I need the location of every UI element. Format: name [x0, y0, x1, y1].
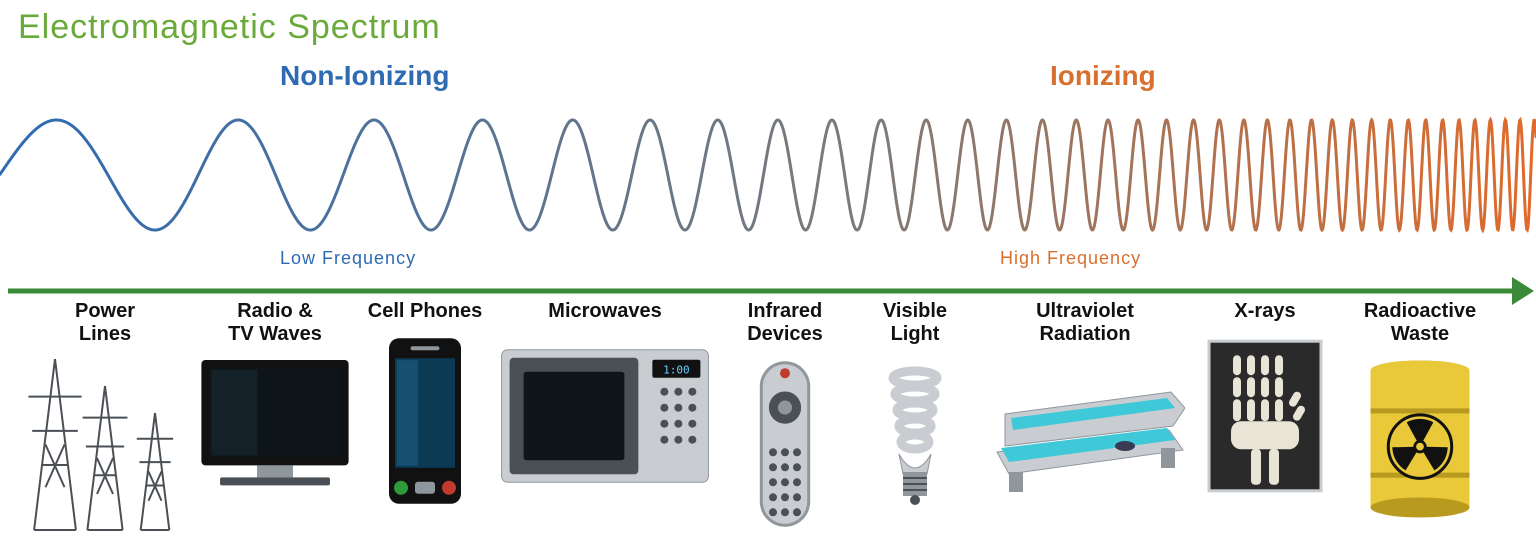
item-power-lines: Power Lines: [20, 300, 190, 534]
item-label-visible: Visible Light: [883, 300, 947, 346]
tv-icon: [195, 354, 355, 524]
item-microwaves: Microwaves 1:00: [490, 300, 720, 501]
item-xrays: X-rays: [1190, 300, 1340, 501]
item-cell-phones: Cell Phones: [360, 300, 490, 511]
item-label-microwaves: Microwaves: [548, 300, 661, 323]
non-ionizing-label: Non-Ionizing: [280, 60, 450, 92]
tanning-bed-icon: [985, 354, 1185, 514]
item-uv: Ultraviolet Radiation: [980, 300, 1190, 514]
item-label-infrared: Infrared Devices: [747, 300, 823, 346]
item-label-radioactive: Radioactive Waste: [1364, 300, 1476, 346]
item-visible: Visible Light: [850, 300, 980, 534]
item-label-power-lines: Power Lines: [75, 300, 135, 346]
item-label-cell-phones: Cell Phones: [368, 300, 482, 323]
page-title: Electromagnetic Spectrum: [18, 8, 441, 47]
item-radioactive: Radioactive Waste: [1340, 300, 1500, 524]
low-frequency-label: Low Frequency: [280, 248, 416, 269]
bulb-icon: [855, 354, 975, 534]
barrel-icon: [1345, 354, 1495, 524]
svg-text:1:00: 1:00: [663, 364, 690, 377]
wave-graphic: [0, 100, 1536, 250]
items-row: Power Lines: [0, 300, 1536, 534]
phone-icon: [365, 331, 485, 511]
item-radio-tv: Radio & TV Waves: [190, 300, 360, 524]
xray-icon: [1195, 331, 1335, 501]
item-label-xrays: X-rays: [1234, 300, 1295, 323]
item-label-radio-tv: Radio & TV Waves: [228, 300, 322, 346]
power-lines-icon: [25, 354, 185, 534]
microwave-icon: 1:00: [495, 331, 715, 501]
item-label-uv: Ultraviolet Radiation: [1036, 300, 1134, 346]
item-infrared: Infrared Devices: [720, 300, 850, 534]
high-frequency-label: High Frequency: [1000, 248, 1141, 269]
remote-icon: [725, 354, 845, 534]
ionizing-label: Ionizing: [1050, 60, 1156, 92]
